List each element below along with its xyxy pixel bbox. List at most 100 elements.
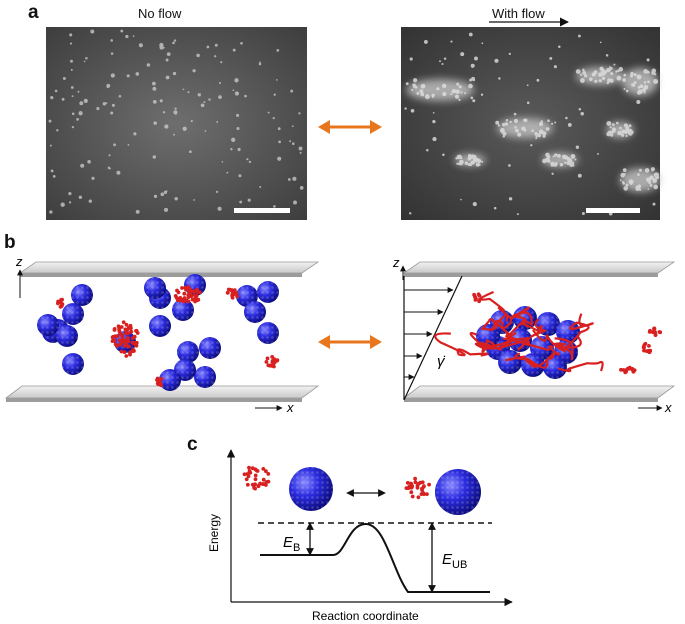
particle-dot: [247, 198, 251, 202]
particle-dot: [208, 98, 211, 101]
polymer-monomer: [182, 291, 187, 296]
particle-dot: [599, 41, 602, 44]
aggregate-particle: [627, 130, 633, 136]
polymer-monomer: [247, 465, 251, 470]
polymer-monomer: [264, 480, 269, 484]
polymer-monomer: [124, 322, 129, 327]
aggregate-particle: [502, 131, 507, 136]
particle-dot: [217, 206, 222, 211]
polymer-monomer: [187, 289, 192, 293]
particle-dot: [497, 124, 501, 127]
particle-dot: [619, 179, 622, 182]
particle-dot: [173, 39, 177, 42]
particle-dot: [237, 147, 241, 152]
polymer-monomer: [190, 297, 195, 302]
particle-dot: [135, 209, 140, 214]
particle-dot: [291, 125, 294, 128]
particle-dot: [120, 29, 124, 33]
particle-dot: [468, 32, 473, 37]
aggregate-particle: [635, 187, 640, 191]
aggregate-particle: [470, 160, 475, 165]
particle-dot: [105, 102, 108, 105]
particle-dot: [239, 200, 243, 204]
aggregate-particle: [472, 158, 477, 162]
aggregate-particle: [630, 83, 634, 87]
aggregate-particle: [567, 162, 570, 165]
polymer-monomer: [420, 486, 424, 491]
aggregate-particle: [468, 83, 473, 89]
particle-dot: [110, 73, 115, 78]
with-flow-title: With flow: [492, 6, 545, 21]
aggregate-particle: [552, 155, 555, 158]
particle-dot: [83, 60, 86, 63]
aggregate-particle: [467, 163, 471, 166]
no-flow-title: No flow: [138, 6, 182, 21]
transition-double-arrow-b: [318, 335, 382, 349]
polymer-strand: [504, 355, 549, 369]
aggregate-particle: [620, 133, 625, 137]
aggregate-particle: [625, 89, 629, 93]
particle-dot: [152, 81, 156, 86]
particle-dot: [159, 99, 163, 103]
colloid-sphere: [172, 299, 194, 321]
particle-dot: [273, 205, 276, 208]
aggregate-particle: [475, 162, 480, 167]
particle-dot: [292, 200, 298, 205]
particle-dot: [126, 74, 130, 78]
particle-dot: [474, 56, 478, 61]
energy-label: Energy: [207, 514, 221, 552]
aggregate-particle: [457, 154, 462, 159]
colloid-sphere: [56, 325, 78, 347]
aggregate-particle: [607, 133, 611, 137]
particle-dot: [236, 126, 240, 131]
aggregate-particle: [574, 158, 577, 161]
aggregate-particle: [643, 81, 647, 84]
particle-dot: [290, 89, 294, 93]
particle-dot: [215, 190, 219, 194]
aggregate-particle: [625, 130, 628, 133]
polymer-monomer: [416, 495, 421, 500]
x-label-left: x: [286, 400, 294, 415]
transition-double-arrow-a: [318, 120, 382, 134]
polymer-monomer: [192, 293, 197, 297]
aggregate-particle: [515, 128, 519, 133]
particle-dot: [50, 95, 54, 100]
aggregate-particle: [441, 83, 447, 89]
polymer-monomer: [473, 298, 478, 302]
particle-dot: [187, 91, 190, 94]
colloid-sphere: [177, 341, 199, 363]
particle-dot: [182, 126, 187, 131]
right-top-wall: [402, 261, 676, 277]
polymer-monomer: [230, 295, 235, 300]
particle-dot: [577, 34, 581, 38]
polymer-monomer: [56, 299, 60, 304]
polymer-monomer: [133, 340, 137, 345]
aggregate-particle: [582, 70, 587, 75]
polymer-monomer: [418, 480, 423, 485]
particle-dot: [460, 52, 465, 57]
polymer-monomer: [232, 292, 236, 297]
particle-dot: [460, 198, 462, 201]
polymer-monomer: [422, 484, 426, 488]
particle-dot: [226, 171, 229, 174]
particle-dot: [636, 99, 641, 105]
polymer-monomer: [642, 345, 646, 350]
particle-dot: [214, 55, 217, 58]
aggregate-particle: [513, 118, 519, 123]
aggregate-particle: [619, 126, 622, 130]
polymer-monomer: [182, 299, 186, 304]
polymer-monomer: [647, 344, 651, 348]
aggregate-particle: [420, 83, 426, 89]
particle-dot: [646, 58, 650, 62]
particle-dot: [567, 122, 572, 127]
polymer-monomer: [477, 294, 482, 298]
aggregate-particle: [537, 133, 542, 138]
polymer-monomer: [242, 472, 247, 477]
polymer-monomer: [132, 334, 137, 339]
particle-dot: [135, 72, 140, 76]
aggregate-particle: [450, 93, 453, 96]
aggregate-particle: [638, 75, 641, 78]
particle-dot: [220, 61, 223, 64]
aggregate-particle: [554, 153, 558, 157]
particle-dot: [125, 34, 129, 39]
